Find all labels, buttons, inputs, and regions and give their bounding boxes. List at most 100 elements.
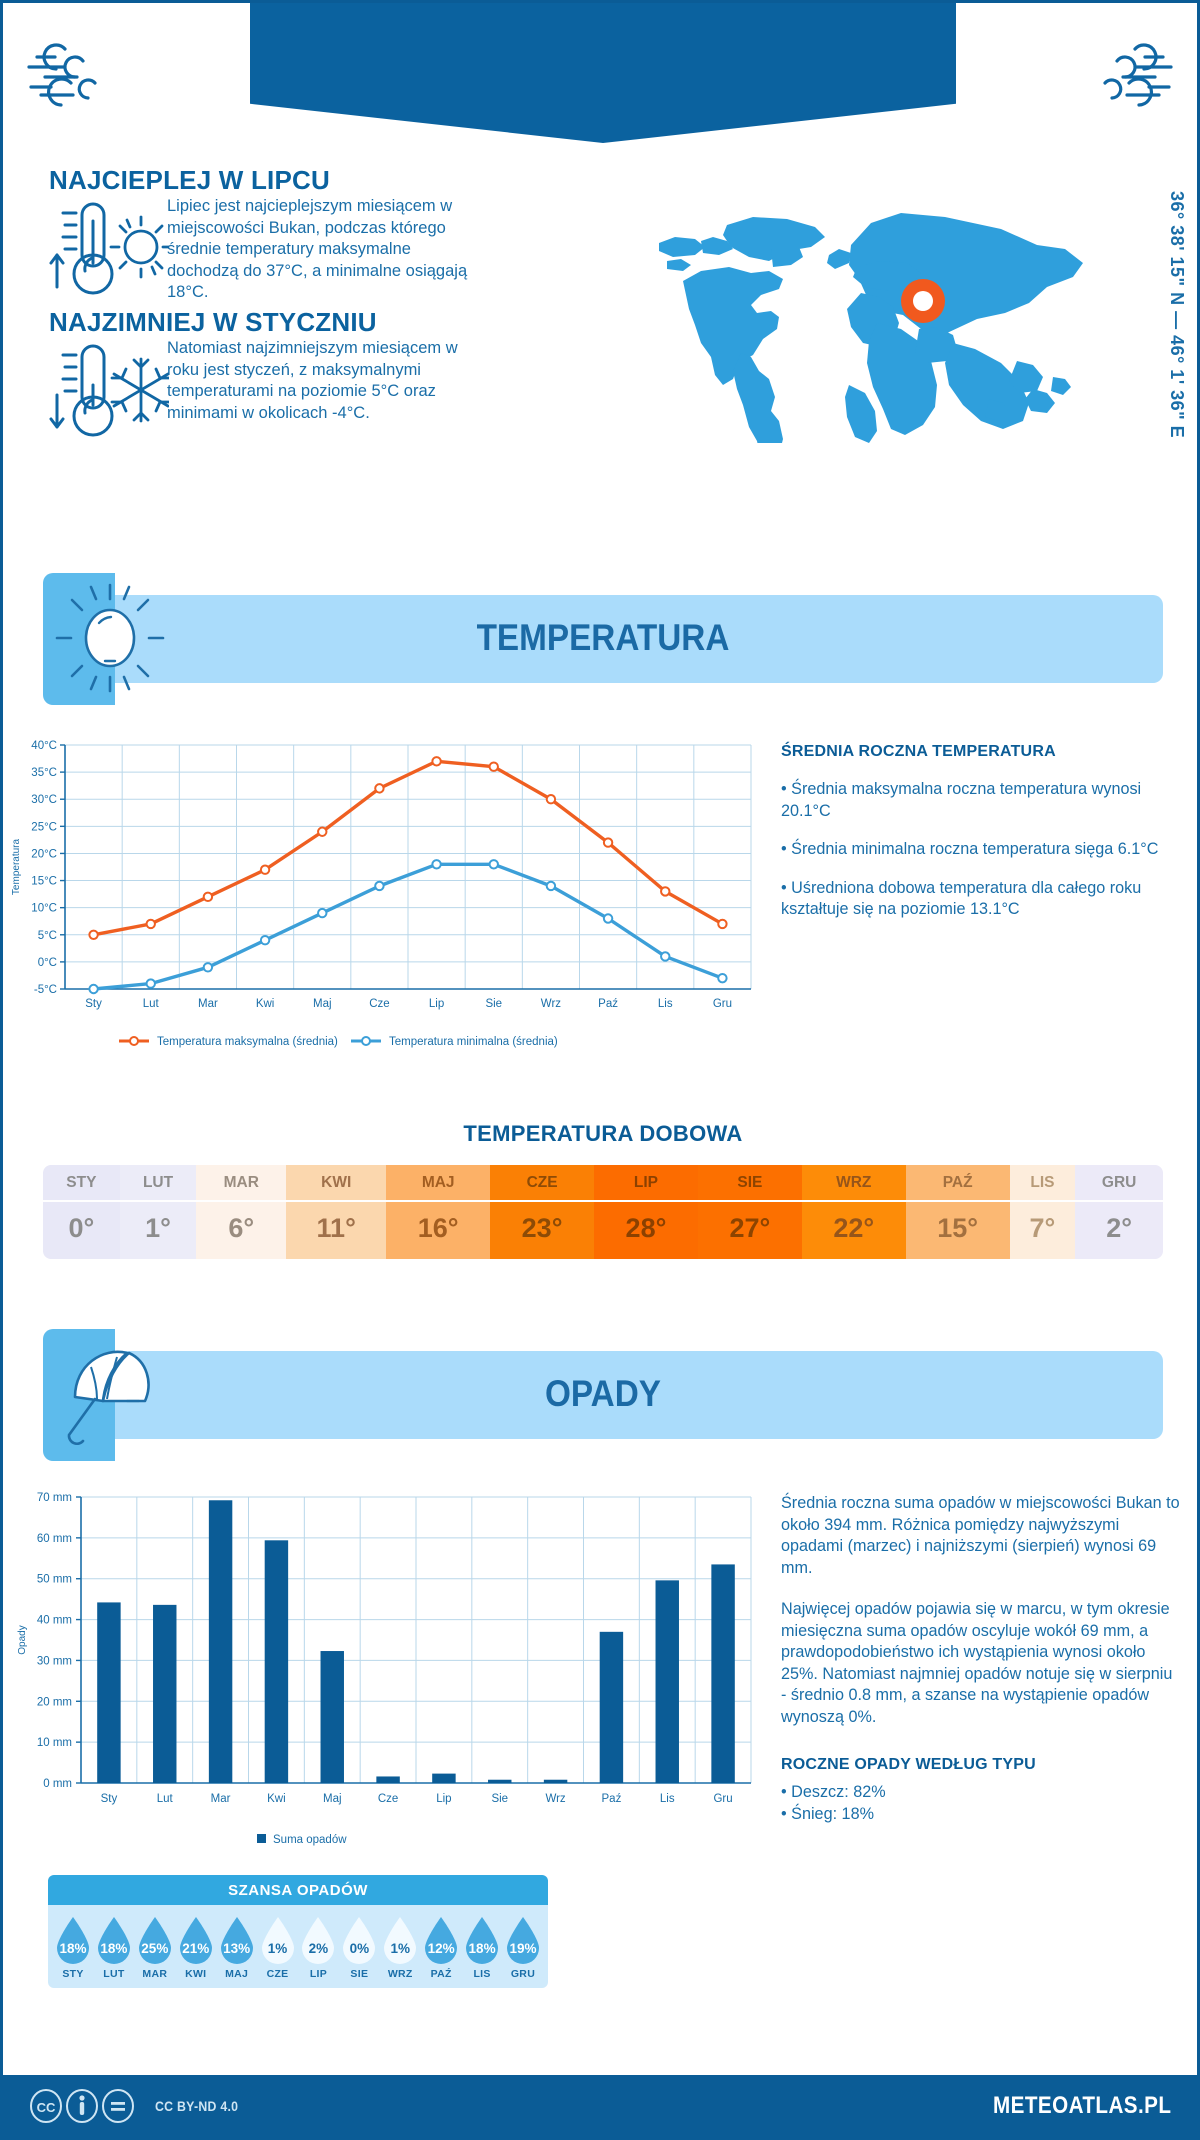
precip-chance-value: 2%	[308, 1941, 329, 1956]
svg-text:Cze: Cze	[369, 998, 389, 1010]
svg-text:10°C: 10°C	[31, 903, 57, 915]
svg-text:20 mm: 20 mm	[37, 1696, 72, 1708]
precip-chance-month: GRU	[510, 1968, 536, 1980]
coldest-month-block: NAJZIMNIEJ W STYCZNIU	[49, 307, 479, 437]
precip-chance-item: 1% CZE	[259, 1915, 297, 1980]
svg-text:Maj: Maj	[313, 998, 332, 1010]
month-value-sie: 27°	[697, 1202, 802, 1259]
precip-chance-value: 21%	[182, 1941, 210, 1956]
svg-text:Temperatura maksymalna (średni: Temperatura maksymalna (średnia)	[157, 1036, 338, 1048]
warmest-title: NAJCIEPLEJ W LIPCU	[49, 165, 330, 195]
svg-text:Paź: Paź	[598, 998, 618, 1010]
water-drop-icon: 19%	[504, 1915, 542, 1965]
svg-text:0°C: 0°C	[38, 957, 57, 969]
precip-chance-month: SIE	[350, 1968, 369, 1980]
svg-text:40 mm: 40 mm	[37, 1615, 72, 1627]
month-header-kwi: KWI	[286, 1165, 387, 1202]
svg-text:Lut: Lut	[143, 998, 160, 1010]
svg-text:Sty: Sty	[101, 1793, 118, 1805]
precip-type-snow: • Śnieg: 18%	[781, 1804, 874, 1823]
month-header-cze: CZE	[490, 1165, 595, 1202]
svg-text:Maj: Maj	[323, 1793, 342, 1805]
svg-text:Opady: Opady	[17, 1625, 28, 1654]
precipitation-chance-title: SZANSA OPADÓW	[48, 1875, 548, 1905]
month-header-lis: LIS	[1009, 1165, 1076, 1202]
precipitation-chance-card: SZANSA OPADÓW 18% STY 18% LUT 25% MAR 21% KWI 13…	[48, 1875, 548, 1988]
nd-icon	[102, 2089, 134, 2123]
snowflake-icon	[110, 357, 172, 423]
temp-bullet-2: • Średnia minimalna roczna temperatura s…	[781, 840, 1159, 858]
page-footer: CC CC BY-ND 4.0 METEOATLAS.PL	[3, 2075, 1197, 2137]
coldest-text: Natomiast najzimniejszym miesiącem w rok…	[167, 339, 458, 422]
precip-chance-value: 0%	[349, 1941, 370, 1956]
brand-label: METEOATLAS.PL	[992, 2092, 1171, 2119]
temperature-section-title: TEMPERATURA	[476, 617, 730, 658]
svg-text:Suma opadów: Suma opadów	[273, 1834, 347, 1846]
precip-paragraph-1: Średnia roczna suma opadów w miejscowośc…	[781, 1494, 1180, 1577]
svg-text:Lip: Lip	[436, 1793, 451, 1805]
svg-text:30 mm: 30 mm	[37, 1655, 72, 1667]
svg-text:Cze: Cze	[378, 1793, 398, 1805]
svg-text:Kwi: Kwi	[256, 998, 275, 1010]
precip-chance-month: PAŹ	[430, 1968, 452, 1980]
month-header-maj: MAJ	[386, 1165, 491, 1202]
warmest-icons	[49, 191, 173, 301]
month-header-mar: MAR	[196, 1165, 287, 1202]
svg-text:Lut: Lut	[157, 1793, 174, 1805]
svg-text:70 mm: 70 mm	[37, 1492, 72, 1504]
world-map	[659, 213, 1083, 443]
wind-icon	[27, 43, 97, 107]
precip-chance-month: LIP	[309, 1968, 328, 1980]
page-header: BUKAN IRAN	[3, 3, 1197, 155]
precip-chance-item: 18% LUT	[95, 1915, 133, 1980]
precip-chance-value: 13%	[223, 1941, 251, 1956]
svg-text:CC: CC	[37, 2100, 56, 2115]
precip-chance-item: 1% WRZ	[381, 1915, 419, 1980]
water-drop-icon: 1%	[259, 1915, 297, 1965]
month-value-mar: 6°	[196, 1202, 287, 1259]
precip-chance-value: 18%	[468, 1941, 496, 1956]
precip-chance-item: 0% SIE	[340, 1915, 378, 1980]
water-drop-icon: 2%	[299, 1915, 337, 1965]
precip-types-heading: ROCZNE OPADY WEDŁUG TYPU	[781, 1756, 1036, 1773]
coldest-icons	[49, 333, 172, 443]
precipitation-banner: OPADY	[43, 1329, 1163, 1461]
svg-text:Lis: Lis	[660, 1793, 675, 1805]
precip-chance-value: 1%	[267, 1941, 288, 1956]
svg-text:Sie: Sie	[491, 1793, 508, 1805]
svg-text:30°C: 30°C	[31, 794, 57, 806]
precipitation-chance-list: 18% STY 18% LUT 25% MAR 21% KWI 13% MAJ 1% CZE 2% LIP…	[48, 1905, 548, 1988]
month-header-lut: LUT	[119, 1165, 197, 1202]
water-drop-icon: 18%	[54, 1915, 92, 1965]
month-value-gru: 2°	[1075, 1202, 1163, 1259]
warmest-text: Lipiec jest najcieplejszym miesiącem w m…	[167, 197, 468, 301]
month-header-sty: STY	[43, 1165, 120, 1202]
svg-text:Wrz: Wrz	[541, 998, 561, 1010]
precip-paragraph-2: Najwięcej opadów pojawia się w marcu, w …	[781, 1600, 1173, 1726]
month-header-gru: GRU	[1075, 1165, 1163, 1202]
precip-chance-item: 19% GRU	[504, 1915, 542, 1980]
precip-chance-month: LUT	[103, 1968, 125, 1980]
precip-chance-month: STY	[62, 1968, 84, 1980]
summary-section: NAJCIEPLEJ W LIPCU	[3, 155, 1200, 595]
svg-text:50 mm: 50 mm	[37, 1574, 72, 1586]
precip-chance-month: MAJ	[225, 1968, 249, 1980]
precip-type-rain: • Deszcz: 82%	[781, 1783, 886, 1801]
precip-chance-month: CZE	[266, 1968, 289, 1980]
month-value-lip: 28°	[594, 1202, 698, 1259]
temp-bullet-3: • Uśredniona dobowa temperatura dla całe…	[781, 878, 1142, 919]
month-header-lip: LIP	[594, 1165, 698, 1202]
table-header-row: STY LUT MAR KWI MAJ CZE LIP SIE WRZ PAŹ LIS GRU	[43, 1165, 1163, 1202]
water-drop-icon: 0%	[340, 1915, 378, 1965]
month-value-wrz: 22°	[801, 1202, 906, 1259]
water-drop-icon: 13%	[218, 1915, 256, 1965]
svg-text:35°C: 35°C	[31, 767, 57, 779]
precip-chance-month: LIS	[473, 1968, 491, 1980]
svg-text:Paź: Paź	[602, 1793, 622, 1805]
month-header-paź: PAŹ	[905, 1165, 1010, 1202]
svg-text:-5°C: -5°C	[34, 984, 57, 996]
svg-text:5°C: 5°C	[38, 930, 57, 942]
svg-text:Gru: Gru	[713, 998, 732, 1010]
svg-text:0 mm: 0 mm	[43, 1778, 72, 1790]
precip-chance-value: 12%	[427, 1941, 455, 1956]
